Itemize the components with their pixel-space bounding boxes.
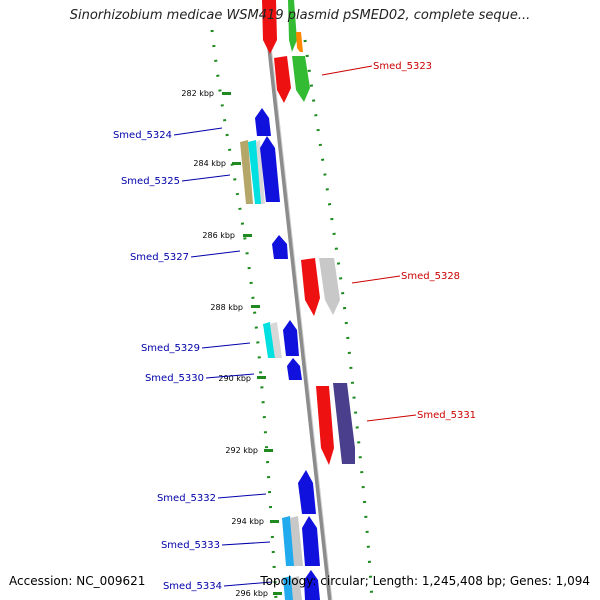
forward-strand-genes [262, 0, 355, 465]
gene-arrow[interactable] [272, 235, 288, 259]
scale-tick-labels: 282 kbp 284 kbp 286 kbp 288 kbp 290 kbp … [181, 89, 268, 598]
tick-label: 296 kbp [235, 589, 268, 598]
reverse-strand-genes [240, 108, 320, 600]
gene-label-smed-5327[interactable]: Smed_5327 [130, 252, 189, 263]
tick-mark [251, 305, 260, 308]
gene-label-smed-5325[interactable]: Smed_5325 [121, 176, 180, 187]
gene-arrow[interactable] [290, 516, 303, 566]
gene-arrow[interactable] [263, 322, 275, 358]
tick-label: 282 kbp [181, 89, 214, 98]
length-value: 1,245,408 bp [421, 574, 502, 588]
gene-arrow[interactable] [283, 576, 294, 600]
gene-arrow[interactable] [304, 570, 320, 600]
gene-arrow[interactable] [282, 516, 295, 566]
gene-arrow[interactable] [333, 383, 355, 464]
tick-label: 294 kbp [231, 517, 264, 526]
accession-value: NC_009621 [76, 574, 146, 588]
tick-label: 290 kbp [218, 374, 251, 383]
accession-label: Accession: [9, 574, 73, 588]
gene-label-smed-5332[interactable]: Smed_5332 [157, 493, 216, 504]
length-label: Length: [372, 574, 419, 588]
gene-label-smed-5330[interactable]: Smed_5330 [145, 373, 204, 384]
gene-arrow[interactable] [255, 108, 271, 136]
gene-arrow[interactable] [319, 258, 340, 315]
tick-mark [257, 376, 266, 379]
gene-arrow[interactable] [283, 320, 299, 356]
genome-summary: Topology: circular; Length: 1,245,408 bp… [260, 574, 590, 588]
gene-arrow[interactable] [292, 56, 310, 102]
topology-value: circular [320, 574, 365, 588]
gene-arrow[interactable] [316, 386, 334, 465]
gene-label-smed-5323[interactable]: Smed_5323 [373, 61, 432, 72]
tick-mark [273, 592, 282, 595]
tick-label: 288 kbp [210, 303, 243, 312]
gene-arrow[interactable] [301, 258, 320, 316]
topology-label: Topology: [260, 574, 317, 588]
gene-arrow[interactable] [291, 576, 302, 600]
tick-mark [243, 234, 252, 237]
gene-label-leaders [173, 65, 417, 587]
tick-mark [222, 92, 231, 95]
gene-arrow[interactable] [262, 0, 277, 54]
gene-arrow[interactable] [298, 470, 316, 514]
gene-arrow[interactable] [274, 56, 291, 103]
genes-value: 1,094 [555, 574, 590, 588]
genes-label: Genes: [509, 574, 552, 588]
gene-arrow[interactable] [240, 140, 253, 204]
gene-arrow[interactable] [302, 516, 320, 566]
gene-arrow[interactable] [287, 358, 302, 380]
tick-label: 292 kbp [225, 446, 258, 455]
map-title: Sinorhizobium medicae WSM419 plasmid pSM… [69, 8, 531, 23]
gene-label-smed-5331[interactable]: Smed_5331 [417, 410, 476, 421]
genome-backbone [262, 0, 333, 600]
tick-label: 284 kbp [193, 159, 226, 168]
gc-curve-right [303, 39, 374, 600]
tick-mark [232, 162, 241, 165]
gc-content-track [210, 29, 374, 600]
gene-arrow[interactable] [288, 0, 297, 52]
gene-label-smed-5333[interactable]: Smed_5333 [161, 540, 220, 551]
tick-mark [270, 520, 279, 523]
tick-mark [264, 449, 273, 452]
gene-label-smed-5324[interactable]: Smed_5324 [113, 130, 172, 141]
gene-label-smed-5329[interactable]: Smed_5329 [141, 343, 200, 354]
gene-label-smed-5328[interactable]: Smed_5328 [401, 271, 460, 282]
gene-arrow[interactable] [260, 136, 280, 202]
gene-arrow[interactable] [248, 140, 262, 204]
gene-arrow[interactable] [256, 140, 265, 204]
gene-arrow[interactable] [270, 322, 282, 358]
gene-label-smed-5334[interactable]: Smed_5334 [163, 581, 222, 592]
gene-arrow[interactable] [296, 32, 303, 52]
scale-ticks [222, 92, 282, 595]
tick-label: 286 kbp [202, 231, 235, 240]
gene-labels: Smed_5323 Smed_5324 Smed_5325 Smed_5327 … [113, 61, 476, 592]
accession-info: Accession: NC_009621 [9, 574, 145, 588]
